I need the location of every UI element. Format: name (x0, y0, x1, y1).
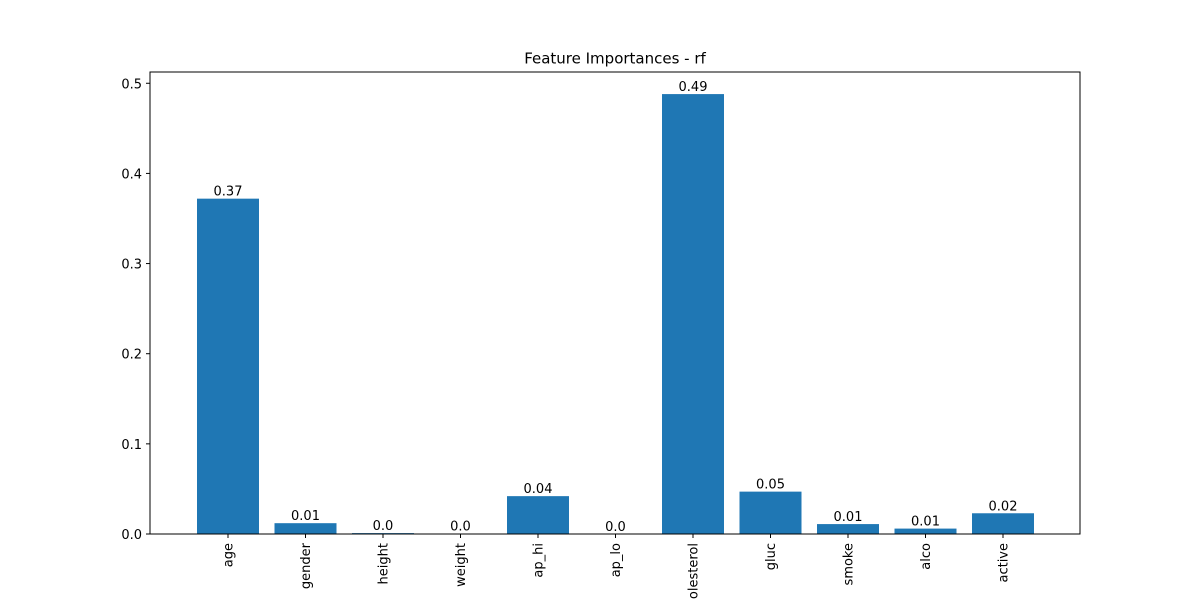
data-label-smoke: 0.01 (834, 510, 863, 525)
data-label-gender: 0.01 (291, 509, 320, 524)
x-tick-label-weight: weight (454, 543, 469, 587)
data-label-height: 0.0 (373, 519, 394, 534)
bars-layer (197, 94, 1034, 534)
x-tick-label-ap-hi: ap_hi (532, 543, 547, 578)
chart-title: Feature Importances - rf (524, 50, 706, 68)
y-tick-label: 0.2 (121, 348, 142, 363)
plot-frame (150, 72, 1080, 534)
bar-smoke (817, 524, 879, 534)
x-tick-label-gluc: gluc (764, 543, 779, 570)
data-label-gluc: 0.05 (756, 478, 785, 493)
data-label-weight: 0.0 (450, 520, 471, 535)
y-tick-label: 0.3 (121, 258, 142, 273)
bar-active (972, 513, 1034, 534)
data-label-age: 0.37 (214, 185, 243, 200)
bar-age (197, 199, 259, 534)
x-tick-label-active: active (997, 543, 1012, 583)
x-tick-label-alco: alco (919, 543, 934, 570)
bar-gluc (740, 492, 802, 534)
y-tick-label: 0.5 (121, 77, 142, 92)
x-tick-label-cholesterol: cholesterol (687, 543, 702, 600)
y-tick-label: 0.1 (121, 438, 142, 453)
x-tick-label-height: height (377, 543, 392, 584)
y-tick-label: 0.0 (121, 528, 142, 543)
data-label-alco: 0.01 (911, 515, 940, 530)
bar-cholesterol (662, 94, 724, 534)
data-label-active: 0.02 (989, 499, 1018, 514)
data-label-ap-hi: 0.04 (524, 482, 553, 497)
data-labels-layer: 0.37 0.01 0.0 0.0 0.04 0.0 0.49 0.05 0.01 0.01 0.0… (214, 80, 1018, 535)
x-tick-label-gender: gender (299, 542, 314, 589)
data-label-ap-lo: 0.0 (605, 520, 626, 535)
x-tick-label-ap-lo: ap_lo (609, 543, 624, 577)
x-tick-label-age: age (222, 543, 237, 567)
x-tick-label-smoke: smoke (842, 543, 857, 585)
bar-gender (275, 523, 337, 534)
bar-ap-hi (507, 496, 569, 534)
data-label-cholesterol: 0.49 (679, 80, 708, 95)
y-tick-label: 0.4 (121, 167, 142, 182)
